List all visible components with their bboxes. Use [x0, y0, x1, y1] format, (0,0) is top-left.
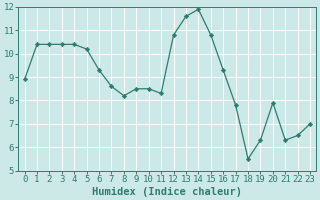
X-axis label: Humidex (Indice chaleur): Humidex (Indice chaleur) [92, 186, 242, 197]
